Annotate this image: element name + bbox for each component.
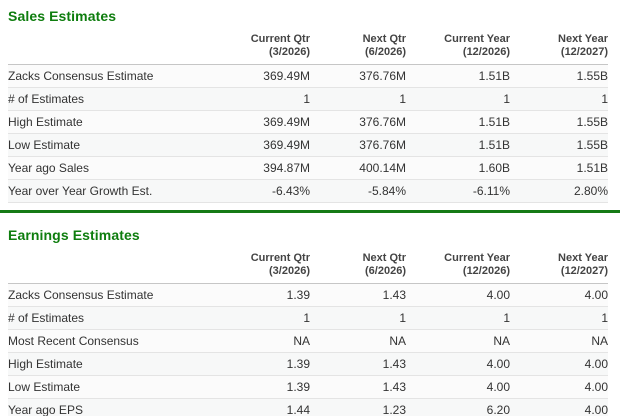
row-label: Low Estimate — [8, 375, 238, 399]
cell-value: 1 — [310, 306, 406, 330]
row-label: Zacks Consensus Estimate — [8, 64, 238, 88]
cell-value: 1.55B — [510, 110, 608, 134]
header-next-year: Next Year (12/2027) — [510, 252, 608, 284]
table-row: # of Estimates 1 1 1 1 — [8, 306, 608, 330]
cell-value: 1.43 — [310, 283, 406, 307]
row-label: Year ago Sales — [8, 156, 238, 180]
cell-value: 369.49M — [238, 64, 310, 88]
header-empty-cell — [8, 252, 238, 284]
row-label: # of Estimates — [8, 87, 238, 111]
cell-value: 1.44 — [238, 398, 310, 416]
cell-value: 1.51B — [406, 133, 510, 157]
sales-estimates-table: Current Qtr (3/2026) Next Qtr (6/2026) Cur… — [8, 33, 608, 203]
cell-value: 4.00 — [510, 352, 608, 376]
table-row: Most Recent Consensus NA NA NA NA — [8, 329, 608, 353]
cell-value: 4.00 — [406, 352, 510, 376]
header-current-qtr: Current Qtr (3/2026) — [238, 252, 310, 284]
table-row: Year over Year Growth Est. -6.43% -5.84%… — [8, 179, 608, 203]
cell-value: 4.00 — [510, 375, 608, 399]
row-label: Low Estimate — [8, 133, 238, 157]
header-next-year: Next Year (12/2027) — [510, 33, 608, 65]
header-current-qtr: Current Qtr (3/2026) — [238, 33, 310, 65]
cell-value: 1 — [406, 87, 510, 111]
table-row: # of Estimates 1 1 1 1 — [8, 87, 608, 111]
table-row: High Estimate 369.49M 376.76M 1.51B 1.55… — [8, 110, 608, 134]
cell-value: 1 — [510, 87, 608, 111]
cell-value: 369.49M — [238, 110, 310, 134]
header-current-year: Current Year (12/2026) — [406, 33, 510, 65]
cell-value: 1.39 — [238, 375, 310, 399]
row-label: Zacks Consensus Estimate — [8, 283, 238, 307]
cell-value: -6.11% — [406, 179, 510, 203]
row-label: # of Estimates — [8, 306, 238, 330]
earnings-estimates-title: Earnings Estimates — [8, 227, 140, 243]
cell-value: 1.39 — [238, 352, 310, 376]
row-label: High Estimate — [8, 352, 238, 376]
sales-estimates-section: Sales Estimates Current Qtr (3/2026) Next… — [0, 0, 620, 203]
cell-value: 1.55B — [510, 64, 608, 88]
row-label: High Estimate — [8, 110, 238, 134]
cell-value: 1 — [238, 306, 310, 330]
cell-value: 1.60B — [406, 156, 510, 180]
header-next-qtr: Next Qtr (6/2026) — [310, 33, 406, 65]
cell-value: 6.20 — [406, 398, 510, 416]
cell-value: NA — [510, 329, 608, 353]
cell-value: 376.76M — [310, 64, 406, 88]
sales-estimates-title: Sales Estimates — [8, 8, 117, 24]
cell-value: NA — [310, 329, 406, 353]
cell-value: 1.23 — [310, 398, 406, 416]
cell-value: 369.49M — [238, 133, 310, 157]
row-label: Most Recent Consensus — [8, 329, 238, 353]
cell-value: 1 — [406, 306, 510, 330]
cell-value: 376.76M — [310, 110, 406, 134]
cell-value: 394.87M — [238, 156, 310, 180]
header-next-qtr: Next Qtr (6/2026) — [310, 252, 406, 284]
cell-value: 1.43 — [310, 375, 406, 399]
table-row: Zacks Consensus Estimate 1.39 1.43 4.00 … — [8, 283, 608, 307]
header-row: Current Qtr (3/2026) Next Qtr (6/2026) Cur… — [8, 252, 608, 284]
section-divider — [0, 210, 620, 213]
table-row: High Estimate 1.39 1.43 4.00 4.00 — [8, 352, 608, 376]
cell-value: 1.51B — [510, 156, 608, 180]
row-label: Year ago EPS — [8, 398, 238, 416]
cell-value: 4.00 — [406, 283, 510, 307]
table-row: Zacks Consensus Estimate 369.49M 376.76M… — [8, 64, 608, 88]
cell-value: 1.51B — [406, 64, 510, 88]
table-row: Year ago Sales 394.87M 400.14M 1.60B 1.5… — [8, 156, 608, 180]
cell-value: 1 — [510, 306, 608, 330]
cell-value: 1 — [310, 87, 406, 111]
cell-value: 1.43 — [310, 352, 406, 376]
cell-value: 1 — [238, 87, 310, 111]
cell-value: NA — [238, 329, 310, 353]
earnings-estimates-table: Current Qtr (3/2026) Next Qtr (6/2026) Cur… — [8, 252, 608, 416]
cell-value: 4.00 — [406, 375, 510, 399]
cell-value: 1.39 — [238, 283, 310, 307]
cell-value: 1.55B — [510, 133, 608, 157]
cell-value: 376.76M — [310, 133, 406, 157]
cell-value: NA — [406, 329, 510, 353]
cell-value: 400.14M — [310, 156, 406, 180]
cell-value: 1.51B — [406, 110, 510, 134]
cell-value: -5.84% — [310, 179, 406, 203]
cell-value: 4.00 — [510, 283, 608, 307]
table-row: Low Estimate 369.49M 376.76M 1.51B 1.55B — [8, 133, 608, 157]
earnings-estimates-section: Earnings Estimates Current Qtr (3/2026) N… — [0, 213, 620, 416]
cell-value: 2.80% — [510, 179, 608, 203]
table-row: Year ago EPS 1.44 1.23 6.20 4.00 — [8, 398, 608, 416]
cell-value: -6.43% — [238, 179, 310, 203]
row-label: Year over Year Growth Est. — [8, 179, 238, 203]
header-row: Current Qtr (3/2026) Next Qtr (6/2026) Cur… — [8, 33, 608, 65]
header-empty-cell — [8, 33, 238, 65]
table-row: Low Estimate 1.39 1.43 4.00 4.00 — [8, 375, 608, 399]
header-current-year: Current Year (12/2026) — [406, 252, 510, 284]
cell-value: 4.00 — [510, 398, 608, 416]
